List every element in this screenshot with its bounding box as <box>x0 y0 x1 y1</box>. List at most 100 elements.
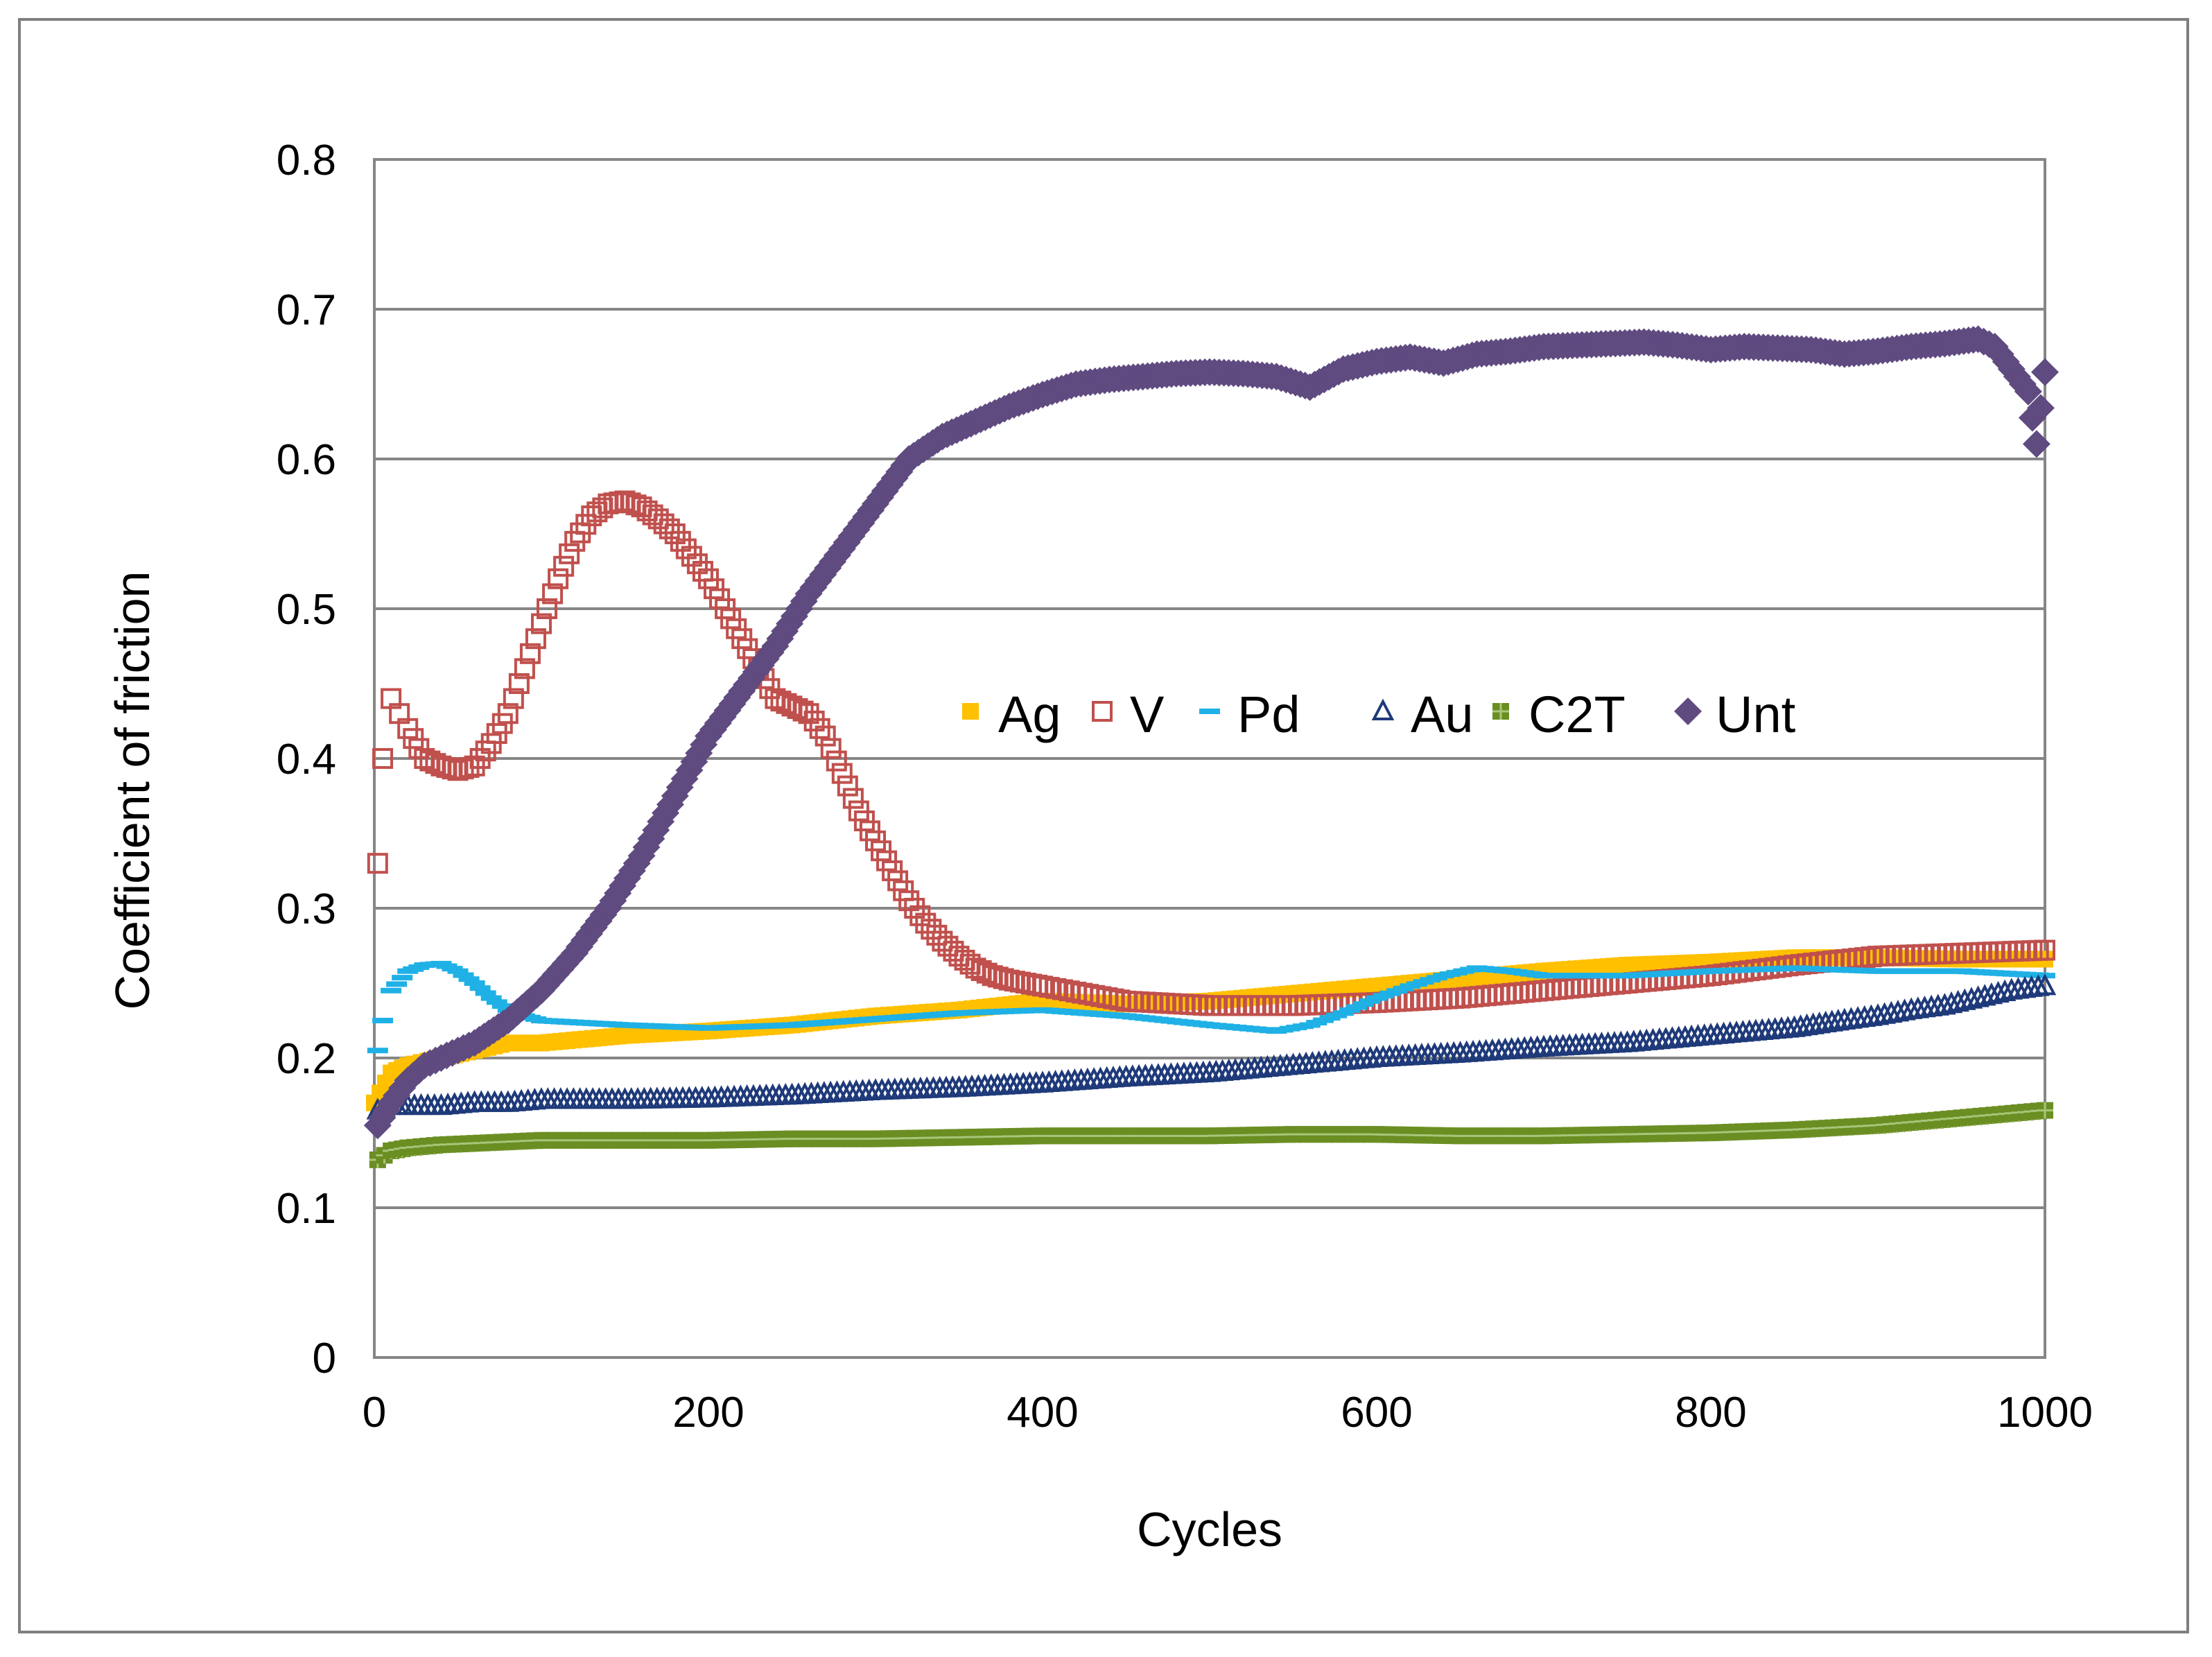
data-point <box>2014 377 2042 406</box>
legend-label: V <box>1130 686 1165 743</box>
series-au <box>366 973 2057 1120</box>
data-point <box>1424 989 1445 1010</box>
data-point <box>1559 978 1580 999</box>
y-tick-label: 0.6 <box>277 436 336 484</box>
data-point <box>1495 983 1516 1005</box>
data-point <box>491 1003 513 1009</box>
data-point <box>1339 1007 1361 1013</box>
legend: Ag V Pd Au C2T Unt <box>962 686 1796 743</box>
data-point <box>1940 991 1963 1014</box>
series-v <box>367 490 2055 1016</box>
x-axis-title: Cycles <box>1137 1502 1282 1556</box>
data-point <box>670 530 691 552</box>
data-point <box>1571 976 1593 998</box>
data-point <box>372 748 394 769</box>
data-point <box>1346 1004 1368 1010</box>
series-c2t <box>369 1102 2053 1168</box>
legend-marker-c2t <box>1492 703 1509 720</box>
data-point <box>831 763 853 784</box>
data-point <box>915 912 937 934</box>
plot-series <box>363 325 2059 1168</box>
data-point <box>1418 989 1439 1011</box>
data-point <box>1552 978 1574 1000</box>
data-point <box>1540 979 1561 1000</box>
data-point <box>1352 1001 1374 1007</box>
chart-frame <box>18 18 2189 1633</box>
data-point <box>1565 977 1587 998</box>
data-point <box>381 987 402 994</box>
data-point <box>392 975 413 981</box>
data-point <box>1960 987 1983 1009</box>
data-point <box>372 1018 394 1023</box>
data-point <box>497 703 519 725</box>
y-tick-label: 0.8 <box>277 137 336 184</box>
data-point <box>904 898 925 919</box>
data-point-cross <box>2037 1102 2053 1119</box>
data-point <box>692 561 713 582</box>
data-point <box>921 919 942 940</box>
data-point <box>1953 988 1976 1010</box>
data-point <box>475 740 496 762</box>
data-point <box>1585 975 1606 997</box>
data-point <box>469 748 491 769</box>
data-point <box>1546 979 1567 1000</box>
data-point <box>367 1048 388 1054</box>
data-point <box>559 543 580 564</box>
data-point <box>1469 986 1490 1007</box>
y-tick-labels: 0 0.1 0.2 0.3 0.4 0.5 0.6 0.7 0.8 <box>277 137 336 1382</box>
data-point <box>475 990 496 996</box>
data-point <box>681 546 702 567</box>
x-tick-labels: 0 200 400 600 800 1000 <box>363 1389 2093 1437</box>
data-point <box>1526 980 1548 1002</box>
data-point <box>1507 982 1529 1004</box>
legend-label: Ag <box>998 686 1061 743</box>
data-point <box>2022 430 2050 458</box>
data-point <box>486 999 507 1005</box>
data-point <box>1463 986 1484 1007</box>
data-point <box>1597 974 1619 996</box>
data-point <box>659 518 680 539</box>
data-point <box>826 750 847 772</box>
x-tick-label: 1000 <box>1997 1389 2093 1437</box>
data-point <box>525 628 546 650</box>
x-tick-label: 200 <box>672 1389 744 1437</box>
data-point <box>1488 984 1510 1005</box>
legend-item-au: Au <box>1371 686 1474 743</box>
data-point <box>386 981 408 987</box>
data-point <box>514 658 535 679</box>
data-point <box>837 775 858 797</box>
legend-label: Unt <box>1716 686 1796 743</box>
data-point <box>508 673 530 694</box>
legend-item-c2t: C2T <box>1492 686 1626 743</box>
data-point <box>1987 980 2010 1003</box>
data-point <box>2035 939 2055 961</box>
y-tick-label: 0.1 <box>277 1185 336 1233</box>
legend-marker-unt <box>1674 697 1702 725</box>
series-pd <box>367 960 2055 1054</box>
legend-marker-v <box>1092 701 1113 722</box>
y-tick-label: 0 <box>313 1335 336 1382</box>
data-point <box>1980 982 2003 1005</box>
data-point <box>503 688 524 709</box>
x-tick-label: 0 <box>363 1389 386 1437</box>
data-point <box>1481 984 1503 1006</box>
data-point <box>1967 985 1989 1007</box>
data-point <box>926 924 948 946</box>
data-point <box>1578 975 1599 997</box>
data-point <box>787 698 808 719</box>
data-point <box>1411 989 1432 1011</box>
data-point <box>1443 988 1465 1009</box>
data-point <box>2033 973 2057 996</box>
data-point <box>1430 989 1452 1010</box>
x-tick-label: 400 <box>1007 1389 1078 1437</box>
data-point <box>531 613 552 634</box>
data-point <box>2037 1102 2053 1119</box>
data-point <box>1404 990 1426 1012</box>
data-point <box>1398 990 1420 1012</box>
y-tick-label: 0.5 <box>277 586 336 634</box>
data-point <box>1933 993 1956 1015</box>
data-point <box>1359 998 1381 1004</box>
y-tick-label: 0.4 <box>277 736 336 783</box>
legend-label: Pd <box>1237 686 1300 743</box>
data-point <box>1501 982 1522 1004</box>
